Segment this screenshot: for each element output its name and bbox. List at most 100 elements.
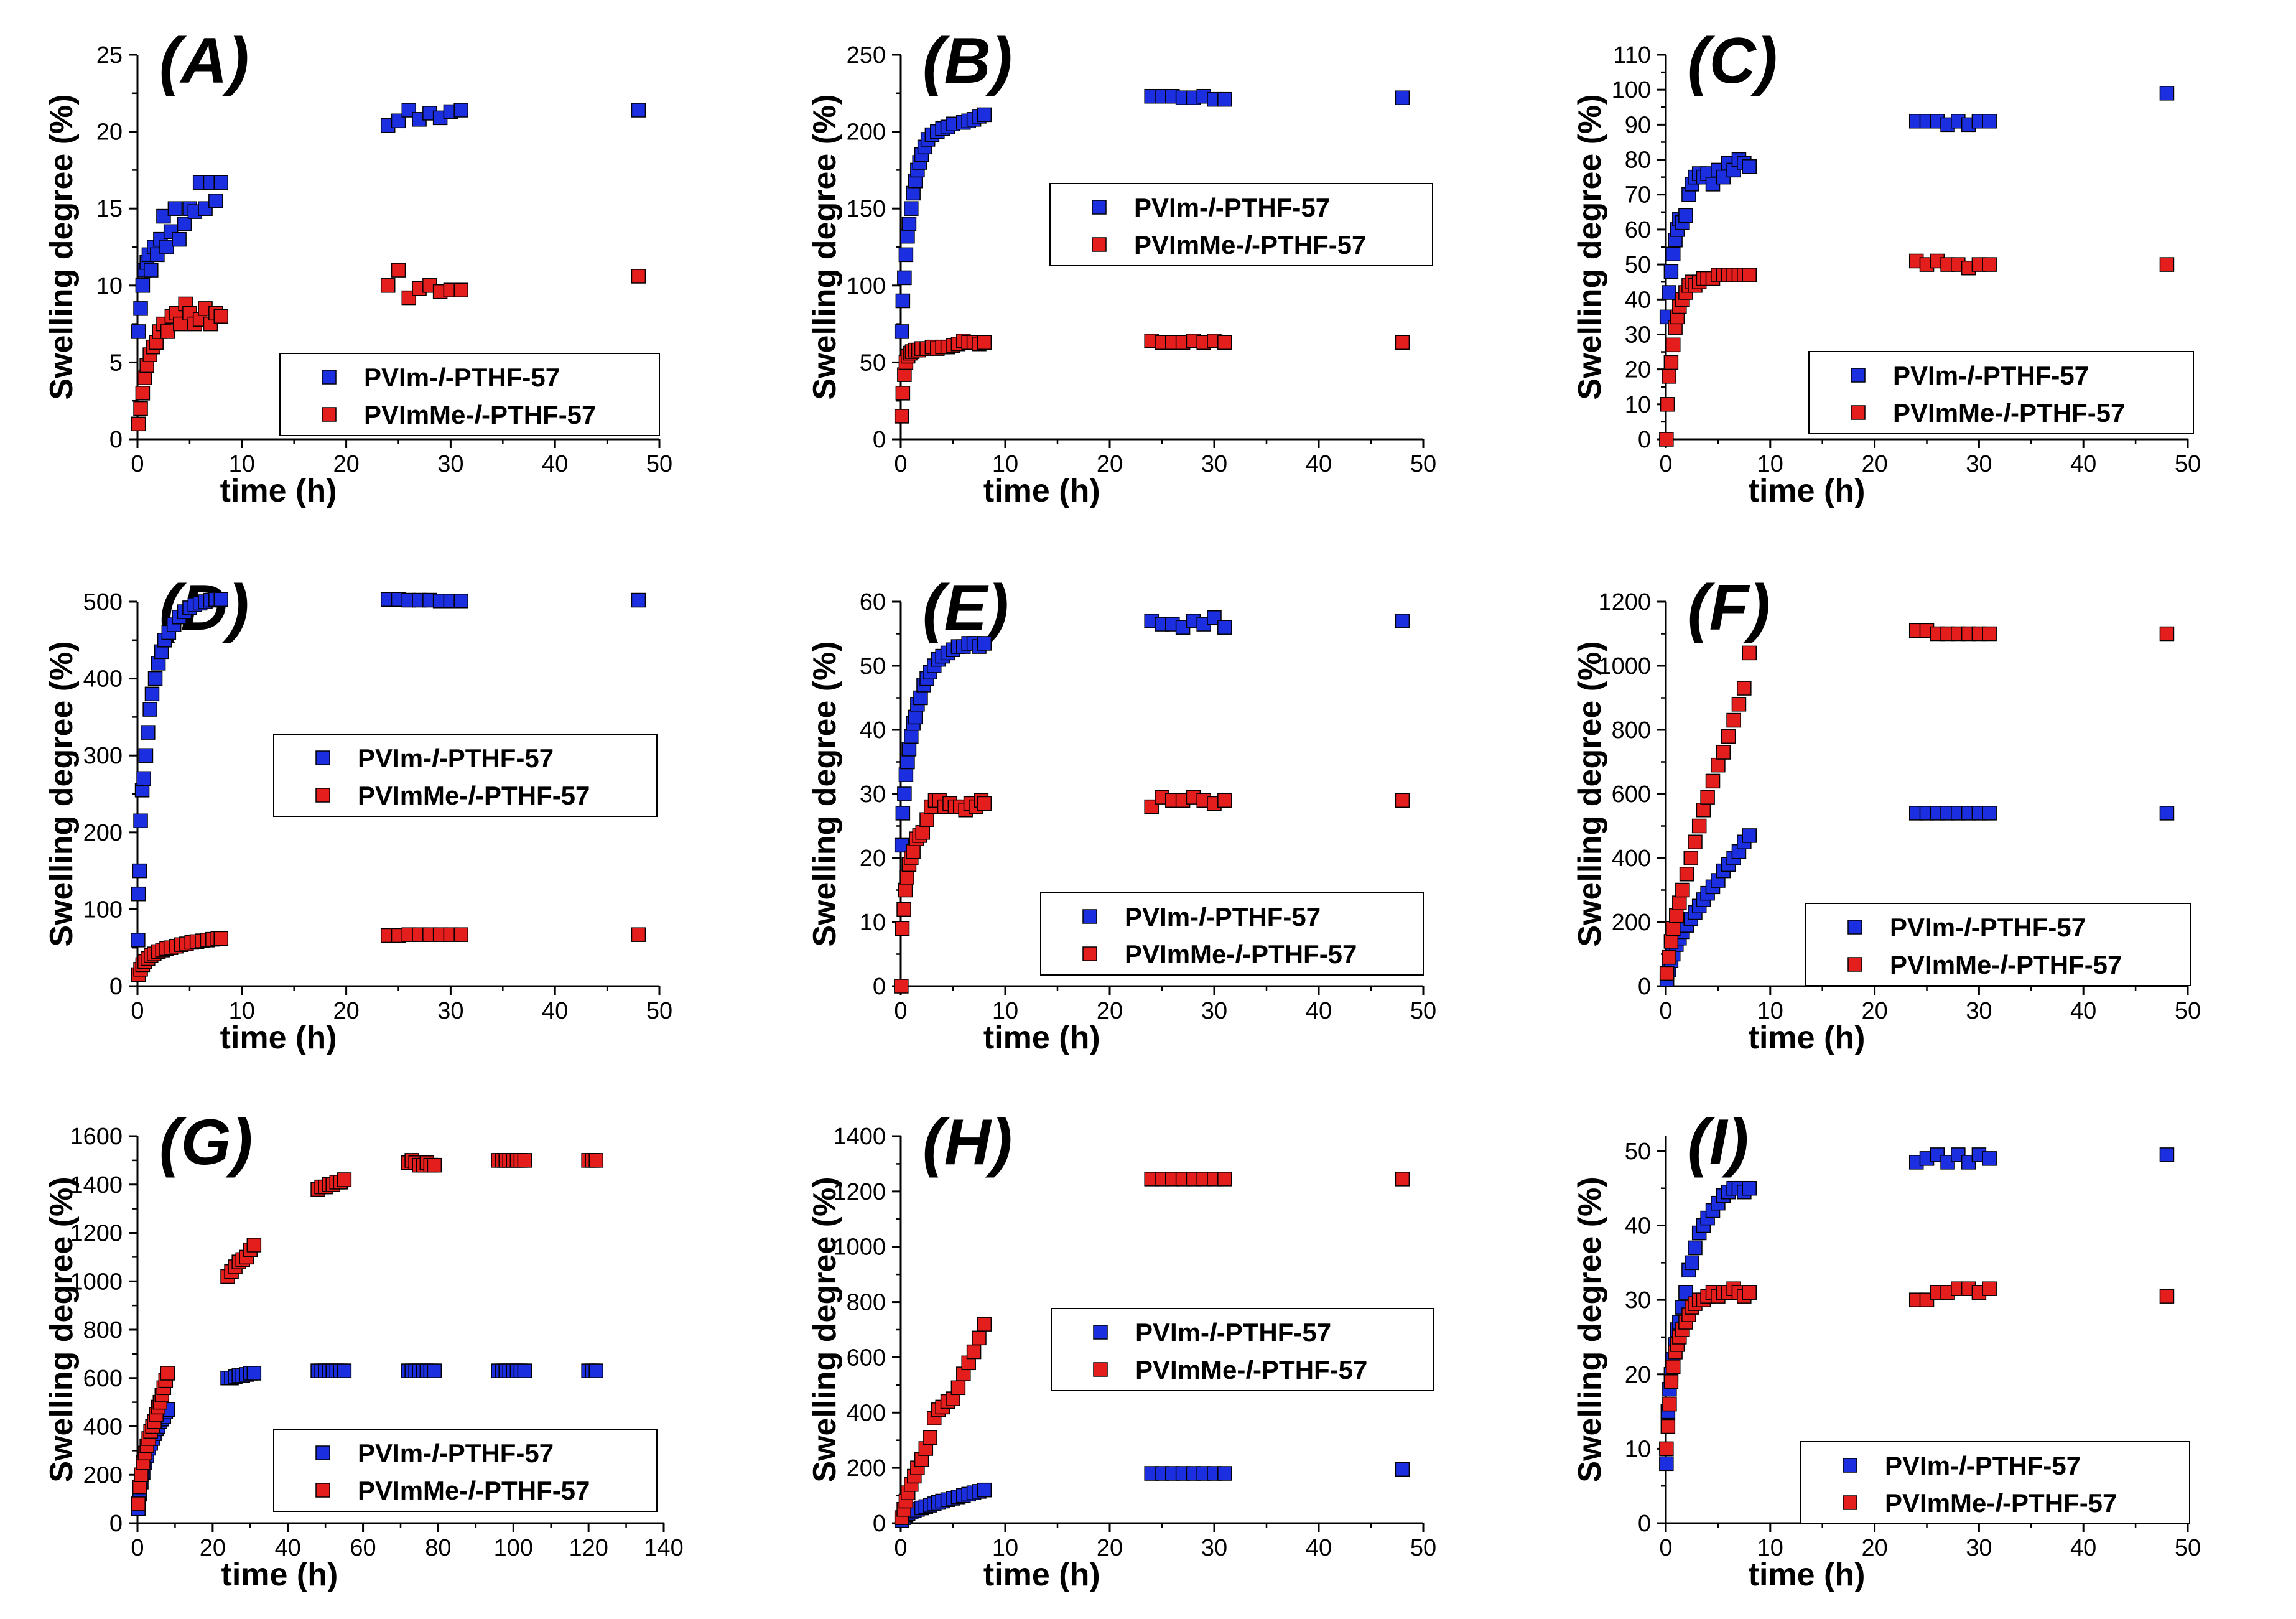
data-point [977, 107, 992, 123]
legend-box [273, 734, 658, 817]
data-point [131, 416, 146, 432]
x-axis-title: time (h) [1749, 1020, 1866, 1056]
y-tick-label: 100 [83, 897, 123, 923]
legend-label-blue: PVIm-l-PTHF-57 [364, 363, 560, 392]
data-point [899, 870, 914, 885]
data-point [1662, 1396, 1677, 1412]
y-axis-title: Swelling degree (%) [1572, 94, 1608, 399]
data-point [1678, 1285, 1693, 1300]
data-point [1395, 793, 1410, 808]
data-point [1395, 614, 1410, 628]
data-point [1688, 1240, 1703, 1256]
series-blue [131, 592, 646, 948]
data-point [144, 686, 160, 702]
legend-marker-red [1851, 405, 1866, 420]
data-point [1691, 818, 1707, 834]
data-point [2159, 806, 2175, 821]
data-point [1700, 790, 1715, 805]
series-red [131, 1153, 603, 1511]
data-point [133, 301, 148, 316]
data-point [1665, 1360, 1681, 1374]
data-point [1742, 159, 1757, 174]
data-point [1665, 337, 1681, 353]
y-axis-title: Swelling degree (%) [44, 641, 80, 946]
data-point [453, 927, 468, 942]
x-tick-label: 0 [894, 998, 907, 1024]
legend-label-blue: PVIm-l-PTHF-57 [1890, 913, 2086, 942]
legend: PVIm-l-PTHF-57 PVImMe-l-PTHF-57 [1040, 892, 1424, 976]
data-point [898, 247, 914, 263]
data-point [2159, 1147, 2175, 1162]
legend-label-blue: PVIm-l-PTHF-57 [1885, 1451, 2081, 1480]
y-tick-label: 800 [847, 1290, 886, 1316]
data-point [453, 594, 468, 609]
y-tick-label: 400 [83, 666, 123, 693]
x-tick-label: 10 [1757, 1535, 1783, 1561]
y-tick-label: 10 [1625, 1436, 1651, 1462]
data-point [1679, 867, 1694, 882]
data-point [1672, 895, 1687, 910]
data-point [1662, 949, 1676, 965]
x-tick-label: 50 [1410, 1535, 1436, 1561]
data-point [1217, 91, 1232, 107]
data-point [977, 335, 992, 350]
y-tick-label: 100 [1612, 77, 1651, 103]
legend-marker-blue [1092, 200, 1107, 215]
y-tick-label: 50 [1625, 1139, 1651, 1165]
x-tick-label: 50 [1410, 451, 1436, 477]
y-tick-label: 200 [83, 820, 123, 846]
y-tick-label: 1200 [70, 1221, 123, 1247]
x-tick-label: 0 [131, 451, 144, 477]
x-tick-label: 40 [1306, 451, 1332, 477]
x-tick-label: 40 [275, 1535, 301, 1561]
data-point [172, 231, 187, 247]
y-tick-label: 100 [847, 273, 886, 299]
series-red [894, 790, 1410, 994]
x-tick-label: 10 [229, 451, 255, 477]
legend-label-red: PVImMe-l-PTHF-57 [1135, 1355, 1367, 1384]
series-red [1659, 623, 2175, 981]
panel-e: 0 10 20 30 40 50 0 10 20 30 40 50 60 time (h) Swelling… [807, 572, 1436, 1056]
data-point [1395, 1462, 1410, 1477]
data-point [144, 263, 159, 278]
legend-label-red: PVImMe-l-PTHF-57 [358, 781, 590, 810]
data-point [337, 1363, 352, 1378]
data-point [1696, 803, 1711, 818]
data-point [1982, 1281, 1997, 1296]
series-blue [131, 103, 646, 339]
legend-marker-blue [1093, 1325, 1108, 1340]
x-tick-label: 0 [1659, 1535, 1672, 1561]
data-point [136, 771, 151, 786]
y-tick-label: 0 [873, 1511, 886, 1537]
data-point [1675, 882, 1690, 898]
x-tick-label: 50 [2175, 998, 2201, 1024]
x-tick-label: 50 [646, 998, 672, 1024]
y-tick-label: 200 [847, 1455, 886, 1481]
legend-box [1040, 892, 1424, 976]
data-point [1705, 773, 1721, 789]
legend-label-blue: PVIm-l-PTHF-57 [358, 744, 554, 773]
data-point [1217, 793, 1232, 808]
data-point [897, 367, 912, 382]
data-point [972, 1330, 987, 1346]
data-point [588, 1153, 603, 1168]
y-tick-label: 800 [83, 1317, 123, 1343]
x-tick-label: 120 [569, 1535, 608, 1561]
panel-letter: (I) [1688, 1106, 1749, 1178]
x-tick-label: 10 [229, 998, 255, 1024]
y-tick-label: 20 [96, 119, 123, 146]
data-point [1663, 1374, 1679, 1389]
panel-h: 0 10 20 30 40 50 0 200 400 600 800 1000 1200 1400 time… [807, 1106, 1436, 1593]
legend-label-red: PVImMe-l-PTHF-57 [358, 1476, 590, 1505]
legend-marker-red [1092, 237, 1107, 252]
data-point [977, 636, 992, 651]
y-tick-label: 1200 [833, 1179, 886, 1205]
data-point [1395, 335, 1410, 350]
y-tick-label: 400 [83, 1414, 123, 1440]
x-tick-label: 20 [1097, 451, 1123, 477]
y-tick-label: 25 [96, 42, 123, 68]
x-axis-title: time (h) [983, 1020, 1100, 1056]
x-tick-label: 0 [894, 1535, 907, 1561]
data-point [131, 324, 146, 339]
data-point [1721, 729, 1736, 744]
